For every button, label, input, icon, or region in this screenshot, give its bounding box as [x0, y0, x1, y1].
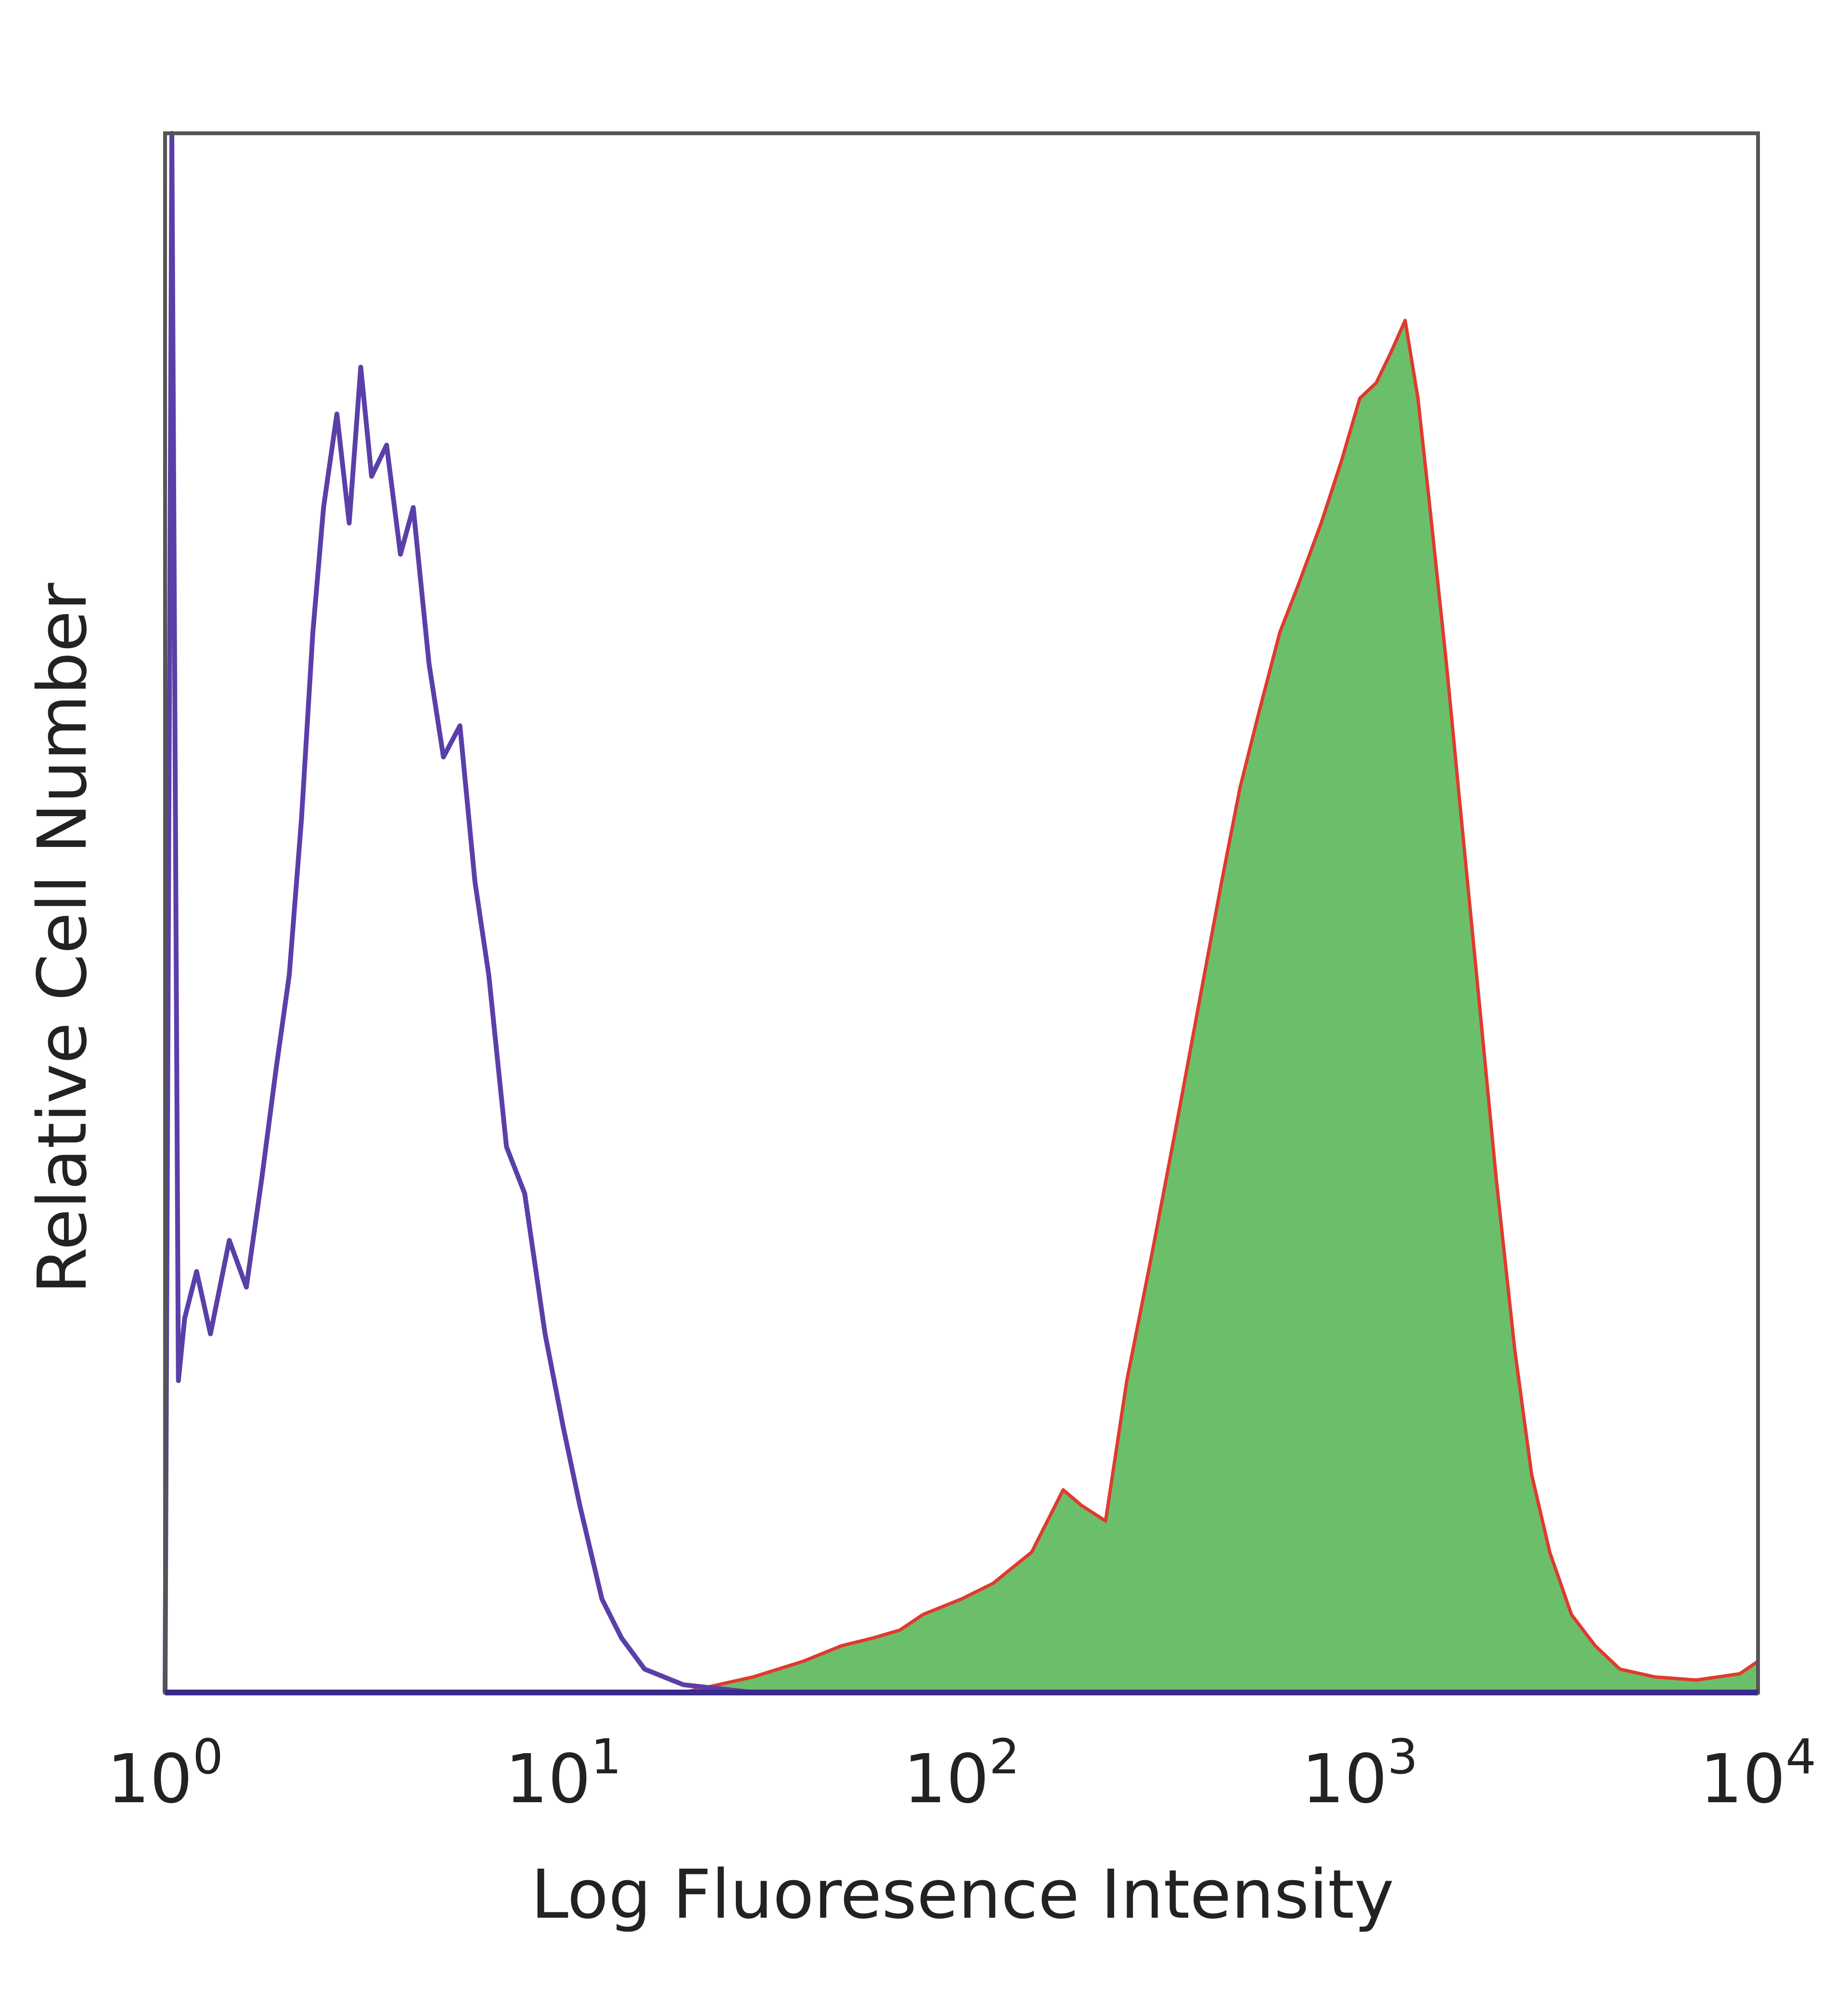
series-1-area — [165, 320, 1758, 1692]
x-tick-label-4: 104 — [1700, 1729, 1816, 1819]
x-tick-label-0: 100 — [107, 1729, 223, 1819]
series-0-line — [163, 131, 754, 1695]
y-axis-label: Relative Cell Number — [24, 583, 102, 1294]
x-axis-label: Log Fluoresence Intensity — [531, 1856, 1394, 1934]
x-tick-label-3: 103 — [1302, 1729, 1418, 1819]
x-tick-labels: 100 101 102 103 104 — [107, 1729, 1816, 1819]
x-tick-label-2: 102 — [903, 1729, 1020, 1819]
plot-series — [163, 131, 1759, 1695]
x-tick-label-1: 101 — [505, 1729, 622, 1819]
series-1-line — [165, 319, 1759, 1694]
